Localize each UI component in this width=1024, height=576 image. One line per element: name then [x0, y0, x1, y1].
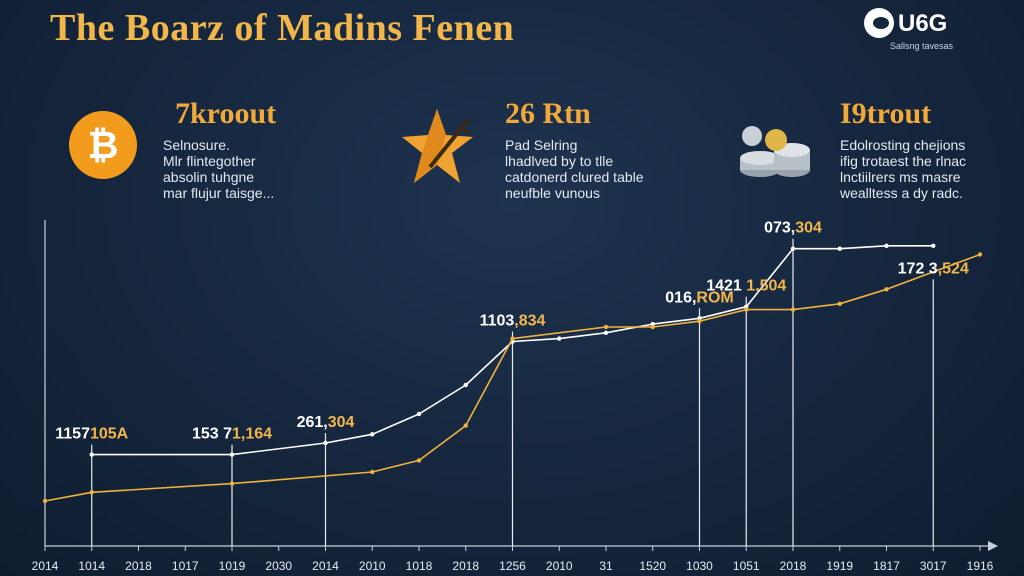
- series-point-2: [89, 490, 94, 495]
- x-tick-label: 1817: [873, 559, 900, 573]
- series-line-1: [91, 245, 934, 456]
- data-label: 1157105A: [55, 426, 128, 443]
- series-point-1: [323, 440, 328, 446]
- x-tick-label: 2018: [125, 559, 152, 573]
- series-point-2: [370, 469, 375, 475]
- series-point-1: [229, 452, 235, 457]
- logo-subtitle: Sallsng tavesas: [890, 41, 954, 51]
- series-point-1: [463, 382, 468, 388]
- data-label: 016,ROM: [665, 289, 733, 306]
- stat-value-2: 26 Rtn: [505, 97, 591, 130]
- data-label: 153 71,164: [192, 426, 272, 443]
- series-point-2: [837, 301, 842, 306]
- series-point-2: [510, 336, 515, 341]
- stat-block-2: 26 Rtn Pad Selring lhadlved by to tlle c…: [400, 95, 660, 205]
- series-point-2: [603, 324, 609, 330]
- data-label: 1103,834: [480, 313, 546, 330]
- data-label: 261,304: [297, 414, 355, 431]
- series-point-1: [89, 452, 94, 457]
- x-tick-label: 2030: [265, 559, 292, 573]
- series-point-2: [884, 287, 889, 292]
- series-point-1: [370, 432, 375, 437]
- bitcoin-icon: ₿: [69, 111, 137, 179]
- series-point-2: [229, 481, 235, 486]
- stat-block-3: I9trout Edolrosting chejions ifig trotae…: [730, 95, 1000, 205]
- series-point-2: [744, 307, 749, 312]
- x-tick-label: 2010: [546, 559, 573, 573]
- stat-value-1: 7kroout: [175, 97, 277, 130]
- x-tick-label: 1919: [826, 559, 853, 573]
- series-point-2: [463, 423, 468, 428]
- series-point-2: [790, 307, 796, 312]
- series-point-1: [603, 330, 609, 335]
- star-knife-icon: [402, 109, 473, 183]
- x-tick-label: 2018: [452, 559, 479, 573]
- coin-stack-icon: [740, 126, 810, 177]
- x-tick-label: 2014: [32, 559, 59, 573]
- x-tick-label: 2014: [312, 559, 339, 573]
- x-tick-label: 1256: [499, 559, 526, 573]
- series-point-1: [416, 411, 422, 417]
- logo-mark-icon: [864, 8, 894, 38]
- x-axis-arrow-icon: [988, 541, 998, 551]
- data-label: 172 3,524: [898, 260, 969, 277]
- data-label: 1421 1,504: [706, 278, 786, 295]
- series-point-2: [697, 319, 702, 324]
- series-point-2: [977, 252, 983, 257]
- stat-desc-1: Selnosure. Mlr flintegother absolin tuhg…: [163, 137, 275, 201]
- series-point-2: [416, 458, 422, 463]
- x-tick-label: 1018: [406, 559, 433, 573]
- logo-text: U6G: [898, 10, 948, 37]
- x-tick-label: 2018: [780, 559, 807, 573]
- data-label: 073,304: [764, 220, 822, 237]
- x-tick-label: 1051: [733, 559, 760, 573]
- series-point-2: [42, 498, 48, 504]
- x-tick-label: 1017: [172, 559, 199, 573]
- x-tick-label: 1030: [686, 559, 713, 573]
- x-tick-label: 31: [599, 559, 613, 573]
- stat-desc-2: Pad Selring lhadlved by to tlle catdoner…: [505, 137, 644, 201]
- x-tick-label: 1019: [219, 559, 246, 573]
- svg-text:₿: ₿: [88, 123, 119, 167]
- stat-block-1: ₿ 7kroout Selnosure. Mlr flintegother ab…: [60, 95, 340, 205]
- stat-desc-3: Edolrosting chejions ifig trotaest the r…: [840, 137, 967, 201]
- series-point-1: [557, 336, 562, 341]
- chart-title: The Boarz of Madins Fenen: [50, 7, 515, 49]
- stat-value-3: I9trout: [840, 97, 932, 130]
- x-tick-label: 2010: [359, 559, 386, 573]
- x-tick-label: 3017: [920, 559, 947, 573]
- series-point-1: [790, 246, 796, 251]
- series-point-1: [931, 243, 936, 248]
- series-point-2: [650, 324, 655, 330]
- series-point-1: [884, 243, 889, 248]
- x-tick-label: 1014: [78, 559, 105, 573]
- x-tick-label: 1520: [639, 559, 666, 573]
- series-point-1: [837, 246, 842, 251]
- brand-logo: U6G Sallsng tavesas: [864, 8, 984, 56]
- x-tick-label: 1916: [967, 559, 994, 573]
